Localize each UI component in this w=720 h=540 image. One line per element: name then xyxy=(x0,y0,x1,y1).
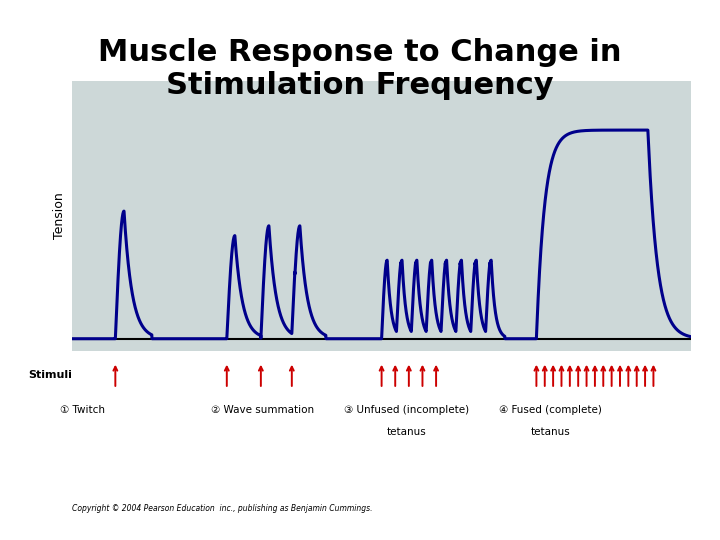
Text: Muscle Response to Change in
Stimulation Frequency: Muscle Response to Change in Stimulation… xyxy=(98,38,622,100)
Text: Copyright © 2004 Pearson Education  inc., publishing as Benjamin Cummings.: Copyright © 2004 Pearson Education inc.,… xyxy=(72,504,372,513)
Text: ① Twitch: ① Twitch xyxy=(60,405,105,415)
Text: Stimuli: Stimuli xyxy=(28,370,72,380)
Text: ④ Fused (complete): ④ Fused (complete) xyxy=(500,405,602,415)
Text: ② Wave summation: ② Wave summation xyxy=(211,405,315,415)
Text: ③ Unfused (incomplete): ③ Unfused (incomplete) xyxy=(344,405,469,415)
Y-axis label: Tension: Tension xyxy=(53,193,66,239)
Text: tetanus: tetanus xyxy=(387,427,427,437)
Text: tetanus: tetanus xyxy=(531,427,571,437)
